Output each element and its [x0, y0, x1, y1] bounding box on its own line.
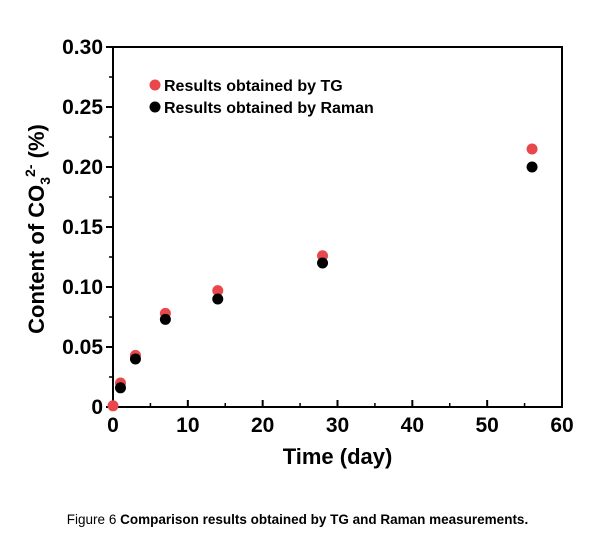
legend-label: Results obtained by Raman	[164, 100, 374, 117]
x-tick-label: 60	[550, 414, 573, 437]
legend-marker	[149, 101, 161, 113]
y-tick-label: 0.30	[62, 36, 103, 59]
y-tick-label: 0.20	[62, 156, 103, 179]
y-axis-title-subscript: 3	[37, 177, 53, 185]
series-tg	[107, 143, 538, 412]
data-point	[114, 382, 126, 394]
y-axis-title-superscript: 2-	[22, 164, 38, 177]
caption-label: Figure 6	[66, 512, 117, 527]
y-axis-title-prefix: Content of CO	[24, 185, 49, 334]
y-tick-label: 0.05	[62, 336, 103, 359]
axis-tick-labels: 0 10 20 30 40 50 60 0 0.05 0.10 0.15 0.20 0.25 0.30	[62, 36, 574, 437]
legend: Results obtained by TG Results obtained b…	[149, 78, 374, 117]
series-raman	[114, 161, 538, 394]
chart: 0 10 20 30 40 50 60 0 0.05 0.10 0.15 0.20 0.25 0.30 R…	[22, 36, 574, 469]
y-tick-label: 0.15	[62, 216, 103, 239]
data-point	[159, 313, 171, 325]
x-axis-title: Time (day)	[283, 444, 393, 469]
data-point	[129, 353, 141, 365]
data-point	[317, 257, 329, 269]
x-tick-label: 50	[475, 414, 498, 437]
legend-label: Results obtained by TG	[164, 78, 343, 95]
y-tick-label: 0.25	[62, 96, 103, 119]
x-tick-label: 20	[251, 414, 274, 437]
legend-marker	[149, 79, 161, 91]
data-point	[212, 293, 224, 305]
y-axis-title-suffix: (%)	[24, 124, 49, 164]
x-tick-label: 10	[176, 414, 199, 437]
data-point	[526, 161, 538, 173]
x-tick-label: 30	[326, 414, 349, 437]
y-tick-label: 0.10	[62, 276, 103, 299]
x-tick-label: 40	[401, 414, 424, 437]
data-point	[212, 285, 224, 297]
data-point	[107, 400, 119, 412]
x-tick-label: 0	[107, 414, 119, 437]
y-tick-label: 0	[91, 396, 103, 419]
y-axis-title: Content of CO32- (%)	[22, 124, 53, 334]
caption-title: Comparison results obtained by TG and Ra…	[120, 512, 529, 527]
data-point	[526, 143, 538, 155]
axis-ticks	[106, 46, 563, 408]
figure-caption: Figure 6 Comparison results obtained by …	[0, 512, 595, 527]
data-points	[107, 143, 538, 412]
